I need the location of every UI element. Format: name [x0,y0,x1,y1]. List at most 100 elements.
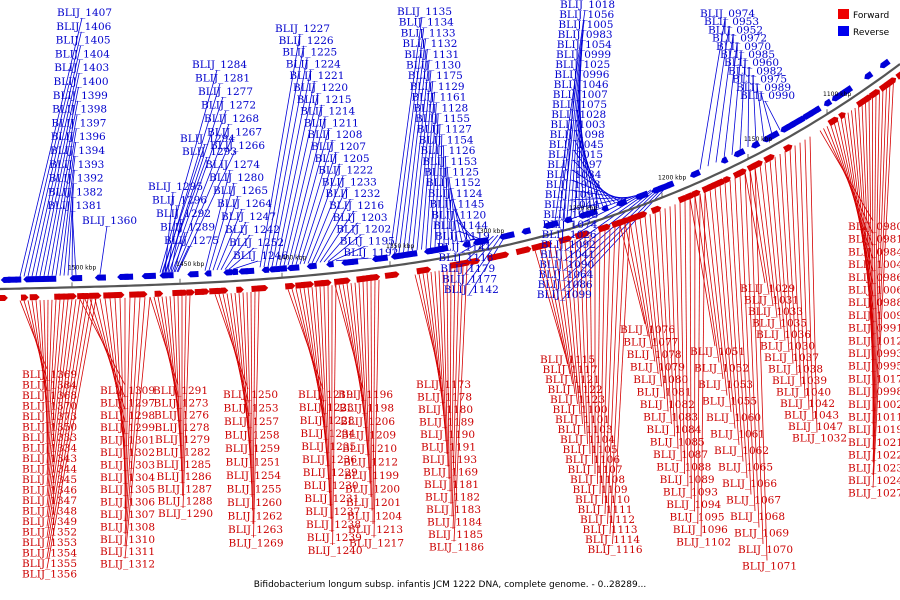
axis-position-label: 1400 kbp [278,255,306,262]
reverse-gene-arrow [665,180,675,189]
gene-label: BLIJ_1233 [322,176,377,188]
gene-label: BLIJ_1130 [406,60,461,72]
connector-line [182,295,191,509]
connector-line [331,246,365,262]
gene-label: BLIJ_1397 [51,117,106,129]
gene-label: BLIJ_1253 [224,403,279,415]
gene-label: BLIJ_1052 [694,363,749,375]
gene-label: BLIJ_1071 [742,561,797,573]
gene-label: BLIJ_1175 [408,70,463,82]
gene-label: BLIJ_0985 [720,49,775,61]
connector-line [177,150,236,273]
connector-line [584,236,591,455]
gene-label: BLIJ_1109 [573,484,628,496]
reverse-gene-arrow [306,262,317,270]
gene-label: BLIJ_1134 [399,17,454,29]
gene-label: BLIJ_1382 [48,186,103,198]
gene-label: BLIJ_1225 [282,47,337,59]
connector-line [752,76,757,143]
gene-label: BLIJ_1041 [540,249,595,261]
connector-line [161,143,206,273]
connector-line [449,268,452,492]
forward-gene-arrow [257,285,269,292]
reverse-gene-arrow [230,268,239,276]
gene-label: BLIJ_1237 [305,506,360,518]
forward-gene-arrow [114,291,125,299]
gene-label: BLIJ_1302 [100,447,155,459]
connector-line [739,59,746,152]
reverse-gene-arrow [261,266,270,273]
gene-label: BLIJ_1193 [422,454,477,466]
forward-gene-arrow [469,257,481,266]
gene-label: BLIJ_1086 [538,279,593,291]
gene-label: BLIJ_1239 [307,532,362,544]
connector-line [311,287,329,468]
connector-line [299,151,337,265]
connector-line [182,295,187,496]
connector-line [46,299,77,517]
gene-label: BLIJ_1277 [198,86,253,98]
gene-label: BLIJ_1369 [22,369,77,381]
backbone-line [0,63,900,291]
gene-label: BLIJ_1192 [343,247,398,259]
gene-label: BLIJ_1285 [156,459,211,471]
gene-label: BLIJ_1082 [640,399,695,411]
gene-label: BLIJ_1269 [229,538,284,550]
connector-line [679,202,685,475]
connector-line [46,299,73,506]
forward-gene-arrow [635,211,648,220]
gene-label: BLIJ_1214 [300,106,355,118]
connector-line [715,35,734,163]
connector-line [99,225,108,275]
gene-label: BLIJ_1083 [643,412,698,424]
gene-label: BLIJ_1280 [209,172,264,184]
gene-label: BLIJ_1405 [56,35,111,47]
axis-position-label: 1250 kbp [569,205,597,212]
gene-label: BLIJ_1161 [411,92,466,104]
reverse-gene-arrow [94,274,107,281]
gene-label: BLIJ_1268 [204,113,259,125]
reverse-gene-arrow [242,267,255,275]
gene-label: BLIJ_1093 [663,487,718,499]
connector-line [699,18,726,170]
gene-label: BLIJ_1081 [637,387,692,399]
gene-label: BLIJ_1212 [343,457,398,469]
connector-line [554,244,576,395]
forward-gene-arrow [82,292,92,300]
gene-label: BLIJ_1075 [552,99,607,111]
forward-gene-arrow [136,291,148,298]
gene-label: BLIJ_1220 [293,82,348,94]
connector-line [55,142,77,276]
forward-gene-arrow [579,230,590,238]
connector-line [164,191,174,273]
gene-label: BLIJ_1113 [583,524,638,536]
connector-line [445,156,449,245]
gene-label: BLIJ_1101 [555,414,610,426]
gene-label: BLIJ_0970 [716,41,771,53]
connector-line [457,230,481,240]
connector-line [729,179,748,479]
gene-label: BLIJ_1094 [666,499,721,511]
forward-gene-arrow [180,289,189,296]
axis-position-label: 1300 kbp [476,228,504,235]
forward-gene-arrow [0,294,8,302]
forward-gene-arrow [423,266,432,274]
connector-line [749,169,764,545]
gene-label: BLIJ_1189 [419,417,474,429]
connector-line [872,80,894,488]
gene-label: BLIJ_1353 [22,537,77,549]
connector-line [46,299,53,454]
gene-label: BLIJ_1252 [229,237,284,249]
connector-line [59,155,76,276]
reverse-gene-arrow [277,265,288,272]
gene-label: BLIJ_1246 [233,250,288,262]
connector-line [311,187,348,264]
connector-line [46,299,65,485]
connector-line [71,197,74,276]
connector-line [164,156,208,273]
gene-label: BLIJ_1355 [22,558,77,570]
reverse-gene-arrow [879,58,891,69]
forward-gene-arrow [650,205,662,214]
reverse-gene-arrow [563,215,573,224]
forward-gene-arrow [320,279,332,287]
